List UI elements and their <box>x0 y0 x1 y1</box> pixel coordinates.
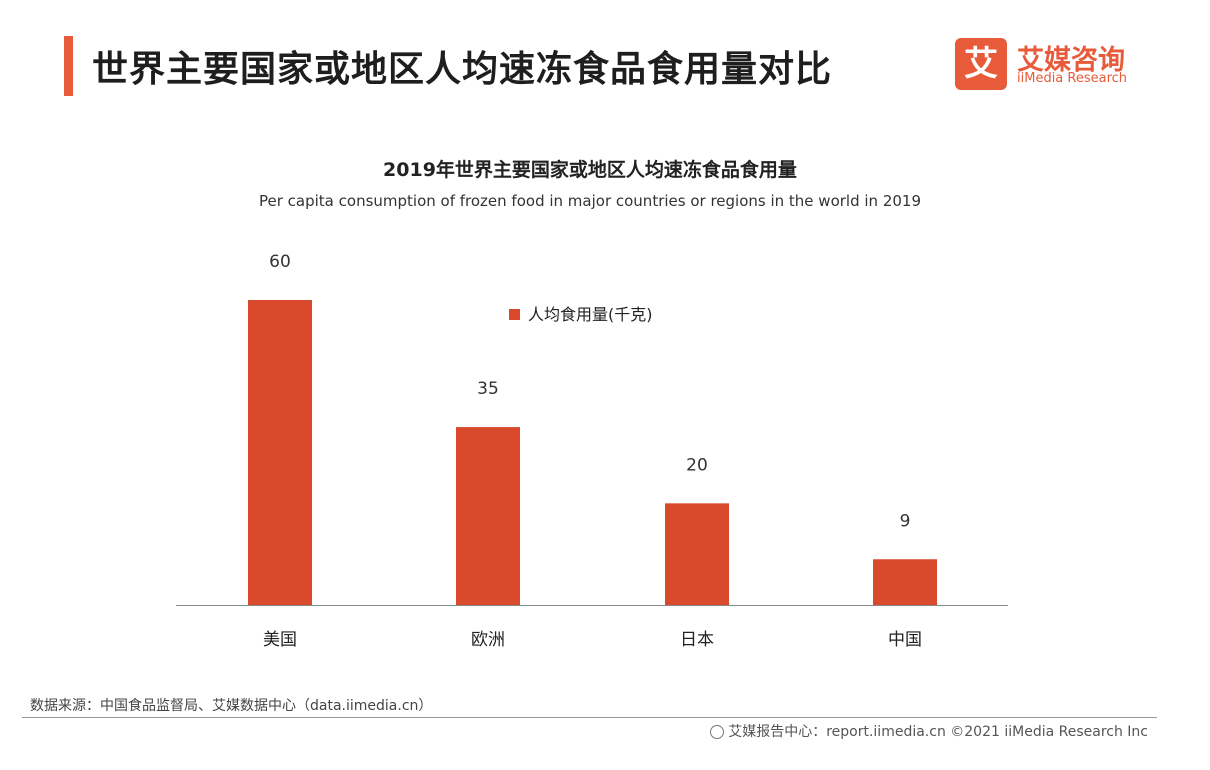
bar-2 <box>665 503 729 605</box>
chart-subtitle: Per capita consumption of frozen food in… <box>259 192 921 210</box>
data-label-2: 20 <box>686 455 708 475</box>
logo-english-name: iiMedia Research <box>1017 71 1128 86</box>
data-label-3: 9 <box>900 511 911 531</box>
title-accent-bar <box>64 36 73 96</box>
footer-report: 艾媒报告中心：report.iimedia.cn ©2021 iiMedia R… <box>710 721 1148 741</box>
category-label-2: 日本 <box>680 630 714 650</box>
logo-mark-icon: 艾 <box>955 38 1007 90</box>
data-label-0: 60 <box>269 252 291 272</box>
category-label-1: 欧洲 <box>471 630 505 650</box>
footer-divider <box>22 717 1157 718</box>
page-title: 世界主要国家或地区人均速冻食品食用量对比 <box>92 49 833 90</box>
report-center-icon <box>710 725 725 739</box>
legend-swatch <box>509 309 520 320</box>
data-label-1: 35 <box>477 379 499 399</box>
footer-report-text: 艾媒报告中心：report.iimedia.cn ©2021 iiMedia R… <box>728 724 1148 740</box>
bar-1 <box>456 427 520 605</box>
logo-chinese-name: 艾媒咨询 <box>1017 45 1125 76</box>
bar-0 <box>248 300 312 605</box>
brand-logo: 艾 艾媒咨询 iiMedia Research <box>955 38 1175 90</box>
chart-title: 2019年世界主要国家或地区人均速冻食品食用量 <box>383 159 797 181</box>
category-label-3: 中国 <box>888 630 922 650</box>
data-source: 数据来源：中国食品监督局、艾媒数据中心（data.iimedia.cn） <box>30 698 433 714</box>
category-label-0: 美国 <box>263 630 297 650</box>
legend-label: 人均食用量(千克) <box>528 305 653 324</box>
bar-3 <box>873 559 937 605</box>
